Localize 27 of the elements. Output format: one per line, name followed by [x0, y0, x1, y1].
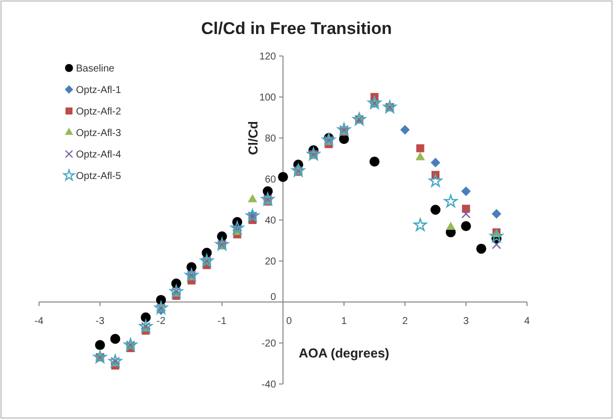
x-tick-label: 4: [524, 316, 530, 327]
x-tick-label: -1: [218, 316, 227, 327]
x-tick-label: 3: [463, 316, 470, 327]
legend-label: Baseline: [76, 64, 115, 74]
chart-title: Cl/Cd in Free Transition: [201, 19, 392, 38]
x-axis-title: AOA (degrees): [298, 345, 390, 360]
y-tick-label: -20: [262, 338, 276, 350]
legend-label: Optz-Afl-3: [76, 128, 122, 139]
y-tick-label: 40: [264, 216, 276, 226]
x-tick-label: 2: [402, 316, 408, 327]
y-axis-title: Cl/Cd: [245, 120, 260, 155]
legend-label: Optz-Afl-5: [76, 171, 122, 182]
y-tick-label: 60: [264, 174, 276, 186]
legend-label: Optz-Afl-2: [76, 106, 122, 118]
x-tick-label: -4: [34, 316, 44, 327]
x-tick-label: 1: [341, 316, 348, 327]
x-tick-label: -2: [156, 316, 166, 327]
x-tick-label: -3: [96, 316, 105, 327]
y-tick-label: -40: [262, 380, 276, 390]
x-tick-label: 0: [286, 316, 292, 327]
y-tick-label: 120: [259, 52, 276, 62]
y-tick-label: 20: [264, 256, 276, 268]
y-tick-label: 0: [270, 292, 276, 303]
legend-label: Optz-Afl-4: [76, 150, 122, 160]
legend-label: Optz-Afl-1: [76, 85, 122, 96]
y-tick-label: 100: [259, 92, 276, 104]
y-tick-label: 80: [264, 134, 276, 144]
